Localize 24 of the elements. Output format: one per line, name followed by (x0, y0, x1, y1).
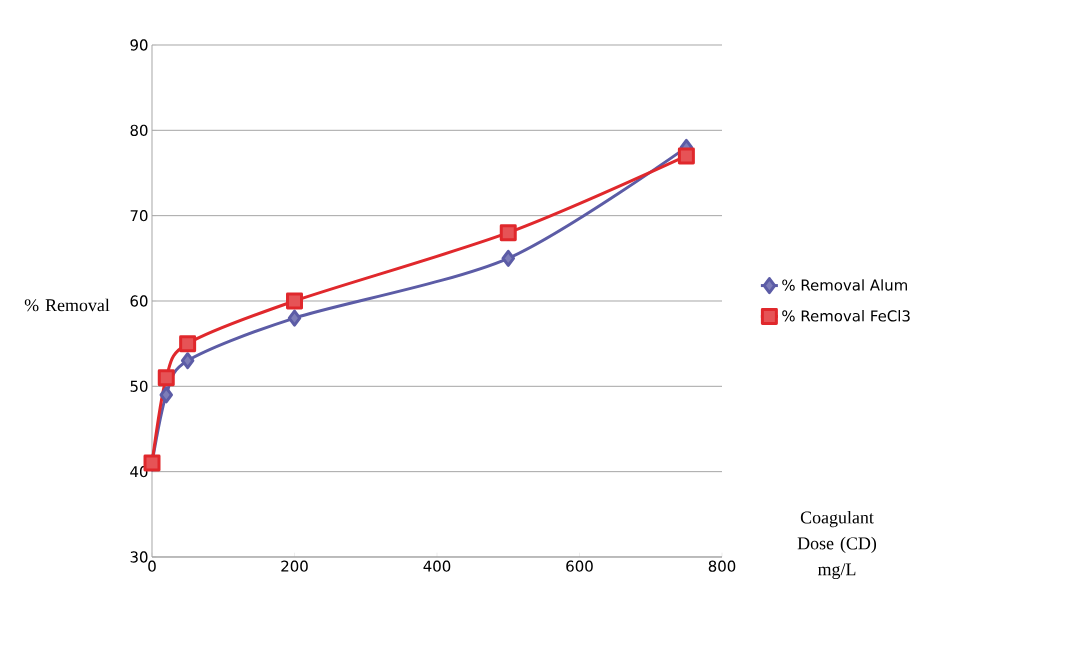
y-tick-label: 60 (130, 295, 148, 307)
x-tick-label: 200 (281, 560, 308, 572)
point (501, 249, 516, 267)
x-tick-label: 600 (566, 560, 593, 572)
point (499, 224, 517, 242)
point (157, 369, 175, 387)
y-tick-label: 30 (130, 551, 148, 563)
legend-label: % Removal FeCl3 (782, 309, 910, 322)
x-tick-label: 800 (708, 560, 736, 572)
x-tick-label: 400 (423, 560, 451, 572)
x-tick-label: 0 (148, 560, 156, 572)
legend-label: % Removal Alum (782, 279, 907, 291)
x-axis-title: Coagulant Dose (CD) mg/L (797, 510, 877, 580)
point (287, 309, 302, 327)
point (180, 352, 195, 370)
y-tick-label: 70 (130, 210, 148, 222)
point (179, 335, 197, 353)
point (159, 386, 174, 404)
y-tick-label: 80 (130, 124, 148, 136)
y-tick-label: 90 (130, 39, 148, 51)
point (286, 292, 304, 310)
y-axis-title: % Removal (24, 298, 110, 312)
point (677, 147, 695, 165)
y-tick-label: 50 (130, 380, 148, 392)
